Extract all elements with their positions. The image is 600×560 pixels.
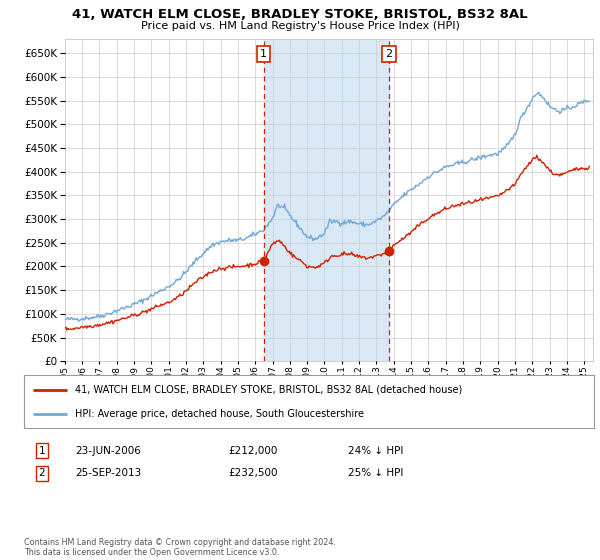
Text: Price paid vs. HM Land Registry's House Price Index (HPI): Price paid vs. HM Land Registry's House …	[140, 21, 460, 31]
Text: 25% ↓ HPI: 25% ↓ HPI	[348, 468, 403, 478]
Text: 24% ↓ HPI: 24% ↓ HPI	[348, 446, 403, 456]
Text: Contains HM Land Registry data © Crown copyright and database right 2024.
This d: Contains HM Land Registry data © Crown c…	[24, 538, 336, 557]
Text: £212,000: £212,000	[228, 446, 277, 456]
Text: £232,500: £232,500	[228, 468, 277, 478]
Bar	[263, 39, 389, 361]
Text: HPI: Average price, detached house, South Gloucestershire: HPI: Average price, detached house, Sout…	[76, 409, 364, 419]
Text: 1: 1	[260, 49, 267, 59]
Text: 1: 1	[38, 446, 46, 456]
Text: 41, WATCH ELM CLOSE, BRADLEY STOKE, BRISTOL, BS32 8AL: 41, WATCH ELM CLOSE, BRADLEY STOKE, BRIS…	[72, 8, 528, 21]
Text: 41, WATCH ELM CLOSE, BRADLEY STOKE, BRISTOL, BS32 8AL (detached house): 41, WATCH ELM CLOSE, BRADLEY STOKE, BRIS…	[76, 385, 463, 395]
Text: 23-JUN-2006: 23-JUN-2006	[75, 446, 141, 456]
Text: 25-SEP-2013: 25-SEP-2013	[75, 468, 141, 478]
Text: 2: 2	[38, 468, 46, 478]
Text: 2: 2	[385, 49, 392, 59]
